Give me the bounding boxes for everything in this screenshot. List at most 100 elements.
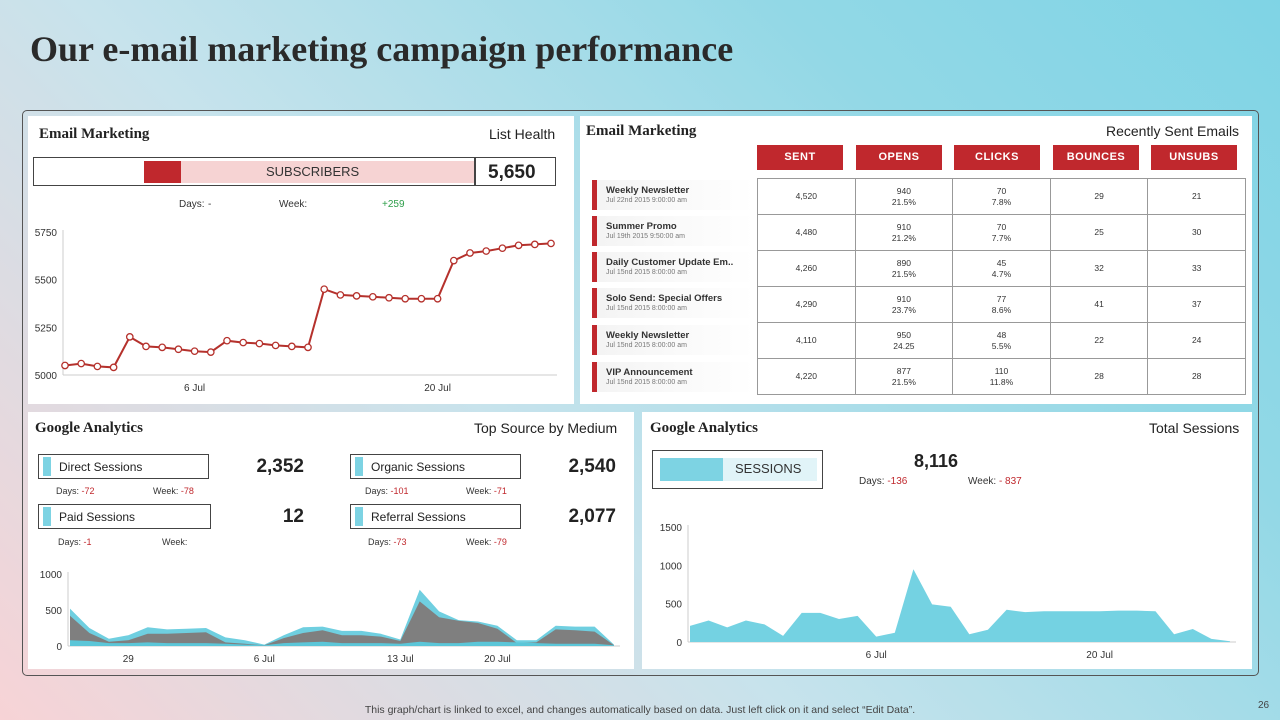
data-point [109,363,118,372]
x-tick-label: 20 Jul [1086,650,1113,661]
email-row-3: Daily Customer Update Em.. Jul 15nd 2015 … [592,252,754,282]
email-row-5: Weekly Newsletter Jul 15nd 2015 8:00:00 a… [592,325,754,355]
cell-unsubs: 21 [1147,178,1246,215]
cell-clicks: 77 8.6% [952,286,1051,323]
data-point [514,241,523,250]
data-point [320,285,329,294]
data-point [530,240,539,249]
area-series-gray-series [70,601,614,646]
table-row: 4,520 940 21.5% 70 7.8% 29 21 [757,178,1246,215]
sessions-bar: SESSIONS [652,450,823,489]
data-point [158,343,167,352]
data-point [125,333,134,341]
direct-sessions-value: 2,352 [256,456,304,477]
paid-sessions-box: Paid Sessions [38,504,211,529]
x-tick-label: 20 Jul [484,654,511,665]
total-sessions-area-chart: 0 500 1000 1500 6 Jul 20 Jul [660,523,1236,661]
cell-opens: 890 21.5% [854,250,954,287]
total-sessions-title: Google Analytics [650,420,758,436]
data-point [401,294,410,303]
paid-week: Week: [162,537,188,547]
x-tick-label: 20 Jul [424,383,451,394]
cell-bounces: 22 [1049,322,1149,359]
total-sessions-value: 8,116 [914,451,959,471]
email-date: Jul 15nd 2015 8:00:00 am [606,379,687,386]
sessions-bar-fill [723,458,817,481]
data-point [417,294,426,303]
recent-emails-table: 4,520 940 21.5% 70 7.8% 29 21 4,480 910 21.… [757,178,1246,395]
data-point [352,292,361,300]
top-source-area-chart: 0 500 1000 29 6 Jul 13 Jul 20 Jul [40,570,620,665]
cell-bounces: 32 [1049,250,1149,287]
email-row-4: Solo Send: Special Offers Jul 15nd 2015 8… [592,288,754,318]
area-series-sessions [690,569,1230,642]
data-point [93,362,102,371]
cell-clicks: 70 7.7% [952,214,1051,251]
sessions-bar-accent [660,458,723,481]
cell-sent: 4,220 [757,358,856,395]
cell-opens: 877 21.5% [854,358,954,395]
email-name: Weekly Newsletter [606,330,690,341]
cell-clicks: 45 4.7% [952,250,1051,287]
cell-clicks: 110 11.8% [952,358,1051,395]
data-point [190,347,199,356]
data-point [368,292,377,301]
total-sessions-days: Days: -136 [859,476,908,487]
email-row-6: VIP Announcement Jul 15nd 2015 8:00:00 am [592,362,754,392]
email-name: Daily Customer Update Em.. [606,257,734,268]
cell-unsubs: 30 [1147,214,1246,251]
data-point [449,256,458,265]
dashboard-frame [22,110,1259,676]
cell-unsubs: 33 [1147,250,1246,287]
list-health-week-label: Week: [279,199,308,210]
email-date: Jul 19th 2015 9:50:00 am [606,233,686,240]
cell-sent: 4,110 [757,322,856,359]
y-tick-label: 0 [676,638,682,649]
email-name: Solo Send: Special Offers [606,293,723,304]
data-point [433,294,442,303]
data-point [255,339,264,348]
recent-emails-title: Email Marketing [586,123,697,139]
paid-sessions-value: 12 [282,506,304,527]
data-point [61,361,69,370]
cell-bounces: 25 [1049,214,1149,251]
data-point [77,359,86,368]
referral-days: Days: -73 [368,537,407,547]
header-unsubs: UNSUBS [1151,145,1237,170]
x-tick-label: 29 [123,654,135,665]
y-tick-label: 1500 [660,523,683,534]
cell-opens: 910 23.7% [854,286,954,323]
page-number: 26 [1258,700,1270,711]
email-date: Jul 15nd 2015 8:00:00 am [606,342,687,349]
x-tick-label: 6 Jul [184,383,205,394]
table-row: 4,220 877 21.5% 110 11.8% 28 28 [757,358,1246,395]
data-point [498,244,507,253]
y-tick-label: 500 [665,600,682,611]
referral-week: Week: -79 [466,537,507,547]
list-health-title: Email Marketing [39,126,150,142]
total-sessions-week: Week: - 837 [968,476,1022,487]
cell-bounces: 29 [1049,178,1149,215]
data-point [466,249,474,257]
sessions-bar-label: SESSIONS [735,461,802,476]
cell-clicks: 70 7.8% [952,178,1051,215]
direct-week: Week: -78 [153,486,194,496]
data-point [304,343,312,352]
email-date: Jul 15nd 2015 8:00:00 am [606,269,687,276]
total-sessions-subtitle: Total Sessions [1149,420,1240,436]
subscribers-bar-accent [144,161,181,183]
organic-sessions-value: 2,540 [568,456,616,477]
y-tick-label: 5250 [35,323,58,334]
data-point [239,338,248,347]
table-row: 4,260 890 21.5% 45 4.7% 32 33 [757,250,1246,287]
cell-unsubs: 37 [1147,286,1246,323]
email-name: Summer Promo [606,221,677,232]
x-tick-label: 6 Jul [866,650,887,661]
subscribers-bar-fill [181,161,474,183]
recent-emails-subtitle: Recently Sent Emails [1106,123,1240,139]
header-sent: SENT [757,145,843,170]
data-point [223,336,231,345]
email-row-1: Weekly Newsletter Jul 22nd 2015 9:00:00 a… [592,180,754,210]
cell-bounces: 41 [1049,286,1149,323]
data-point [174,345,183,354]
